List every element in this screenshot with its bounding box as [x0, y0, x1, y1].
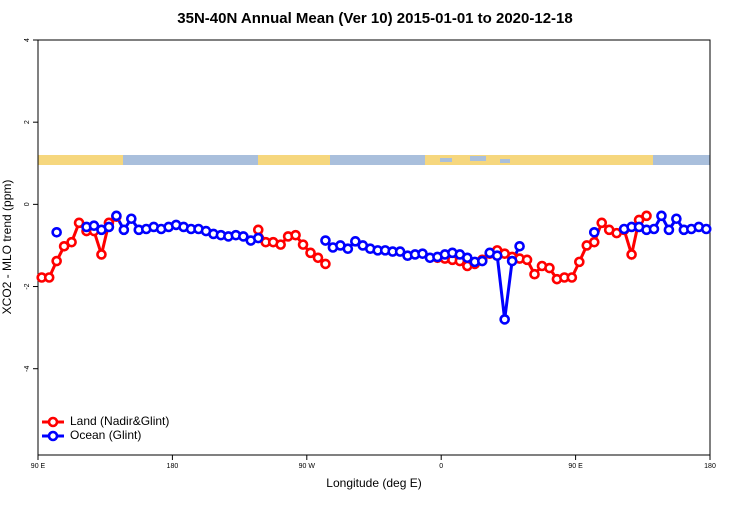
data-point	[126, 213, 137, 225]
data-point	[462, 252, 473, 264]
data-point	[342, 243, 354, 255]
data-point	[596, 217, 608, 229]
data-point	[491, 250, 503, 262]
data-point	[51, 255, 62, 267]
data-point	[238, 231, 249, 242]
data-point	[320, 258, 331, 270]
plot-frame	[37, 39, 711, 456]
y-tick-label: -4	[24, 365, 31, 371]
data-point	[641, 210, 652, 222]
data-point	[394, 246, 406, 257]
data-point	[252, 224, 264, 236]
y-axis-label: XCO2 - MLO trend (ppm)	[0, 180, 14, 315]
data-point	[663, 224, 675, 236]
data-point	[626, 249, 637, 260]
data-point	[476, 255, 488, 267]
x-tick-label: 180	[704, 463, 716, 470]
data-point	[290, 229, 301, 241]
legend-label: Ocean (Glint)	[70, 428, 141, 442]
legend-marker	[47, 416, 59, 428]
data-point	[506, 255, 518, 267]
data-point	[73, 217, 85, 229]
chart-title: 35N-40N Annual Mean (Ver 10) 2015-01-01 …	[177, 10, 572, 27]
x-tick-label: 90 E	[31, 463, 46, 470]
data-point	[88, 220, 100, 232]
data-point	[521, 254, 533, 266]
data-point	[118, 224, 130, 236]
data-point	[111, 210, 122, 222]
data-point	[297, 239, 309, 250]
y-tick-label: 4	[24, 38, 31, 42]
data-point	[58, 240, 70, 252]
data-point	[305, 247, 316, 259]
legend-marker	[47, 430, 59, 442]
y-tick-label: 0	[24, 202, 31, 206]
data-point	[275, 239, 286, 250]
legend-label: Land (Nadir&Glint)	[70, 414, 169, 428]
data-point	[96, 249, 107, 260]
map-strip	[38, 155, 710, 165]
data-point	[566, 272, 578, 283]
x-tick-label: 180	[167, 463, 179, 470]
data-point	[51, 226, 62, 238]
data-point	[574, 256, 585, 268]
x-tick-label: 90 E	[568, 463, 583, 470]
data-point	[529, 268, 540, 280]
y-tick-label: -2	[24, 283, 31, 289]
data-point	[312, 252, 324, 264]
x-tick-label: 0	[439, 463, 443, 470]
data-point	[656, 210, 667, 222]
data-point	[700, 223, 712, 235]
x-tick-label: 90 W	[299, 463, 316, 470]
data-point	[544, 262, 555, 274]
data-point	[320, 235, 331, 246]
data-point	[103, 221, 115, 233]
data-point	[43, 272, 55, 283]
data-point	[417, 248, 428, 259]
data-point	[648, 223, 660, 235]
data-point	[499, 314, 510, 325]
data-point	[588, 236, 600, 248]
y-tick-label: 2	[24, 120, 31, 124]
data-point	[514, 240, 525, 252]
data-point	[671, 213, 682, 225]
data-point	[350, 236, 361, 247]
data-point	[252, 232, 264, 244]
data-point	[588, 226, 600, 238]
data-point	[66, 236, 77, 248]
x-axis-label: Longitude (deg E)	[326, 476, 421, 490]
